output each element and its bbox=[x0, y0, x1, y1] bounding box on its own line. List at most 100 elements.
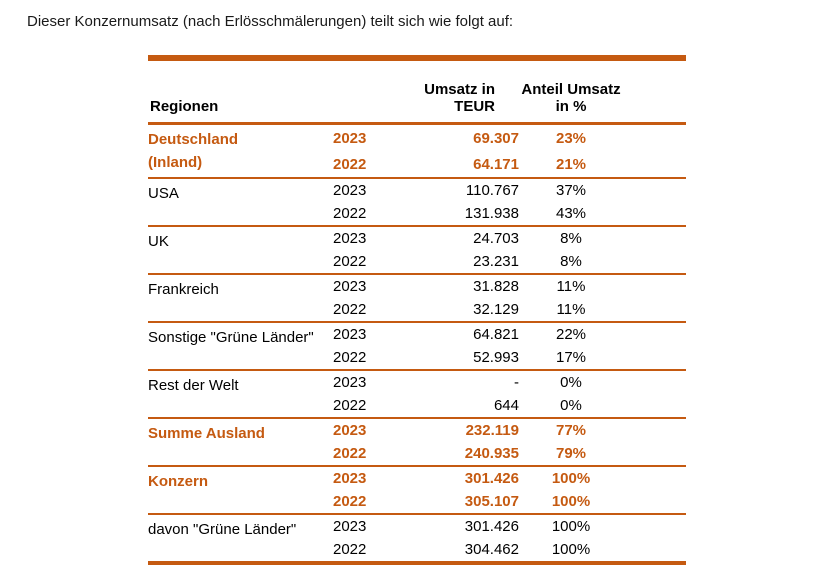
region-label: Konzern bbox=[148, 473, 208, 490]
region-cell: Sonstige "Grüne Länder" bbox=[148, 322, 333, 370]
umsatz-cell: 240.935 bbox=[464, 445, 519, 462]
spacer-cell bbox=[623, 538, 686, 563]
umsatz-cell: - bbox=[514, 374, 519, 391]
table-row: USA 2023 110.767 37% bbox=[148, 178, 686, 202]
header-spacer bbox=[623, 58, 686, 125]
year-cell: 2023 bbox=[333, 278, 367, 295]
region-cell: USA bbox=[148, 178, 333, 226]
table-row: 2022 131.938 43% bbox=[148, 202, 686, 226]
spacer-cell bbox=[623, 274, 686, 298]
spacer-cell bbox=[623, 322, 686, 346]
region-label: USA bbox=[148, 185, 179, 202]
spacer-cell bbox=[623, 418, 686, 442]
year-cell: 2022 bbox=[333, 397, 367, 414]
header-umsatz: Umsatz in TEUR bbox=[397, 58, 519, 125]
table-row: 2022 304.462 100% bbox=[148, 538, 686, 563]
table-row: Konzern 2023 301.426 100% bbox=[148, 466, 686, 490]
revenue-table: Regionen Umsatz in TEUR Anteil Umsatz in… bbox=[148, 55, 686, 565]
anteil-cell: 0% bbox=[560, 374, 582, 391]
umsatz-cell: 24.703 bbox=[473, 230, 519, 247]
year-cell: 2023 bbox=[333, 182, 367, 199]
table-group-usa: USA 2023 110.767 37% 2022 131.938 43% bbox=[148, 178, 686, 226]
spacer-cell bbox=[623, 370, 686, 394]
umsatz-cell: 301.426 bbox=[464, 518, 519, 535]
anteil-cell: 22% bbox=[555, 326, 587, 343]
region-label: Summe Ausland bbox=[148, 425, 265, 442]
region-cell: davon "Grüne Länder" bbox=[148, 514, 333, 563]
table-group-uk: UK 2023 24.703 8% 2022 23.231 8% bbox=[148, 226, 686, 274]
spacer-cell bbox=[623, 514, 686, 538]
umsatz-cell: 69.307 bbox=[473, 129, 519, 147]
table-row: 2022 64.171 21% bbox=[148, 151, 686, 178]
year-cell: 2023 bbox=[333, 518, 367, 535]
spacer-cell bbox=[623, 298, 686, 322]
table-row: UK 2023 24.703 8% bbox=[148, 226, 686, 250]
table-row: Frankreich 2023 31.828 11% bbox=[148, 274, 686, 298]
header-anteil: Anteil Umsatz in % bbox=[519, 58, 623, 125]
umsatz-cell: 644 bbox=[493, 397, 519, 414]
anteil-cell: 100% bbox=[551, 541, 591, 558]
region-label: Frankreich bbox=[148, 281, 219, 298]
spacer-cell bbox=[623, 202, 686, 226]
spacer-cell bbox=[623, 151, 686, 178]
region-cell: UK bbox=[148, 226, 333, 274]
header-year bbox=[333, 58, 397, 125]
table-row: 2022 240.935 79% bbox=[148, 442, 686, 466]
umsatz-cell: 131.938 bbox=[464, 205, 519, 222]
region-label: davon "Grüne Länder" bbox=[148, 521, 297, 538]
region-label: UK bbox=[148, 233, 169, 250]
spacer-cell bbox=[623, 346, 686, 370]
intro-text: Dieser Konzernumsatz (nach Erlösschmäler… bbox=[27, 13, 514, 30]
anteil-cell: 0% bbox=[560, 397, 582, 414]
anteil-cell: 11% bbox=[556, 301, 586, 318]
spacer-cell bbox=[623, 124, 686, 152]
table-group-rest-der-welt: Rest der Welt 2023 - 0% 2022 644 0% bbox=[148, 370, 686, 418]
year-cell: 2023 bbox=[333, 422, 367, 439]
year-cell: 2022 bbox=[333, 493, 367, 510]
header-row: Regionen Umsatz in TEUR Anteil Umsatz in… bbox=[148, 58, 686, 125]
anteil-cell: 100% bbox=[551, 470, 591, 487]
table-row: Rest der Welt 2023 - 0% bbox=[148, 370, 686, 394]
spacer-cell bbox=[623, 394, 686, 418]
year-cell: 2022 bbox=[333, 155, 367, 173]
region-label: Deutschland bbox=[148, 131, 239, 148]
spacer-cell bbox=[623, 178, 686, 202]
anteil-cell: 37% bbox=[555, 182, 587, 199]
table-group-sonstige-gruene-laender: Sonstige "Grüne Länder" 2023 64.821 22% … bbox=[148, 322, 686, 370]
table-group-frankreich: Frankreich 2023 31.828 11% 2022 32.129 1… bbox=[148, 274, 686, 322]
table-row: Summe Ausland 2023 232.119 77% bbox=[148, 418, 686, 442]
spacer-cell bbox=[623, 490, 686, 514]
table-row: 2022 32.129 11% bbox=[148, 298, 686, 322]
region-cell: Deutschland (Inland) bbox=[148, 124, 333, 179]
spacer-cell bbox=[623, 442, 686, 466]
year-cell: 2023 bbox=[333, 326, 367, 343]
umsatz-cell: 52.993 bbox=[473, 349, 519, 366]
anteil-cell: 17% bbox=[555, 349, 587, 366]
year-cell: 2022 bbox=[333, 253, 367, 270]
anteil-cell: 8% bbox=[560, 253, 582, 270]
anteil-cell: 100% bbox=[551, 493, 591, 510]
umsatz-cell: 301.426 bbox=[464, 470, 519, 487]
umsatz-cell: 110.767 bbox=[465, 182, 519, 199]
umsatz-cell: 23.231 bbox=[473, 253, 519, 270]
umsatz-cell: 31.828 bbox=[473, 278, 519, 295]
spacer-cell bbox=[623, 250, 686, 274]
anteil-cell: 11% bbox=[556, 278, 586, 295]
table-row: 2022 305.107 100% bbox=[148, 490, 686, 514]
table-group-konzern: Konzern 2023 301.426 100% 2022 305.107 1… bbox=[148, 466, 686, 514]
region-cell: Summe Ausland bbox=[148, 418, 333, 466]
anteil-cell: 23% bbox=[555, 129, 587, 147]
umsatz-cell: 32.129 bbox=[473, 301, 519, 318]
year-cell: 2023 bbox=[333, 230, 367, 247]
year-cell: 2022 bbox=[333, 205, 367, 222]
table-group-deutschland: Deutschland (Inland) 2023 69.307 23% 202… bbox=[148, 123, 686, 179]
table-row: Sonstige "Grüne Länder" 2023 64.821 22% bbox=[148, 322, 686, 346]
umsatz-cell: 305.107 bbox=[464, 493, 519, 510]
year-cell: 2022 bbox=[333, 541, 367, 558]
spacer-cell bbox=[623, 466, 686, 490]
anteil-cell: 77% bbox=[555, 422, 587, 439]
anteil-cell: 43% bbox=[555, 205, 587, 222]
table-group-summe-ausland: Summe Ausland 2023 232.119 77% 2022 240.… bbox=[148, 418, 686, 466]
year-cell: 2023 bbox=[333, 129, 367, 147]
